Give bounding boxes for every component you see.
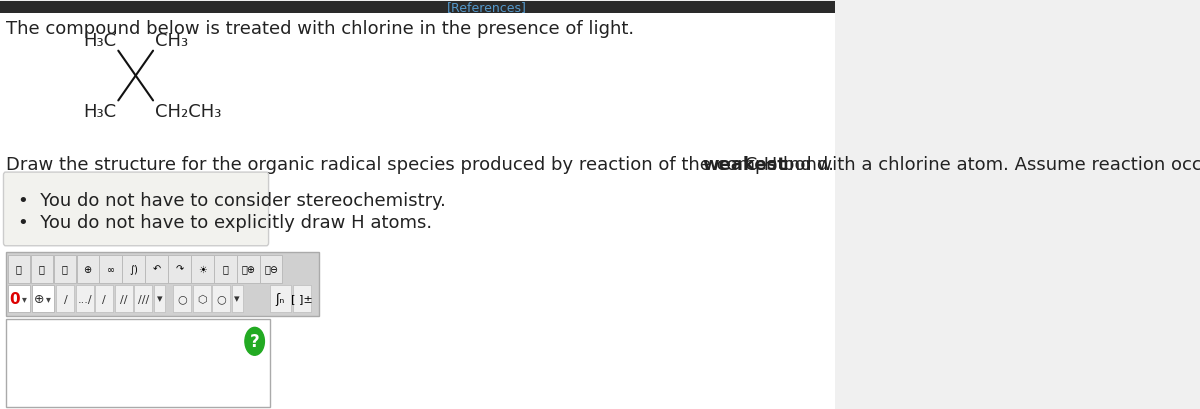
Bar xyxy=(54,255,76,283)
Text: H₃C: H₃C xyxy=(83,103,116,121)
Text: 0: 0 xyxy=(10,291,20,306)
Text: Draw the structure for the organic radical species produced by reaction of the c: Draw the structure for the organic radic… xyxy=(6,156,1200,174)
Bar xyxy=(134,285,152,312)
Text: weakest: weakest xyxy=(702,156,786,174)
Bar xyxy=(95,285,114,312)
Text: ☀: ☀ xyxy=(198,264,206,274)
Text: /: / xyxy=(64,294,67,304)
Bar xyxy=(260,255,282,283)
Bar xyxy=(154,285,164,312)
Bar xyxy=(6,252,319,317)
Bar xyxy=(32,285,54,312)
Bar xyxy=(100,255,121,283)
Bar xyxy=(173,285,191,312)
Bar xyxy=(6,319,270,407)
Text: ○: ○ xyxy=(178,294,187,304)
Text: H₃C: H₃C xyxy=(83,31,116,49)
Text: CH₂CH₃: CH₂CH₃ xyxy=(155,103,222,121)
Text: ↷: ↷ xyxy=(175,264,184,274)
Text: ///: /// xyxy=(138,294,149,304)
Bar xyxy=(293,285,311,312)
Text: 🗑: 🗑 xyxy=(61,264,67,274)
Text: ▾: ▾ xyxy=(156,294,162,304)
Text: ʃₙ: ʃₙ xyxy=(276,292,286,305)
Circle shape xyxy=(245,328,264,355)
Text: ∞: ∞ xyxy=(107,264,115,274)
Text: ∫): ∫) xyxy=(130,264,138,274)
Bar xyxy=(238,255,259,283)
Text: [ ]±: [ ]± xyxy=(292,294,313,304)
Bar xyxy=(56,285,74,312)
Text: [References]: [References] xyxy=(448,1,527,14)
Bar xyxy=(31,255,53,283)
Text: ○: ○ xyxy=(216,294,226,304)
Bar xyxy=(115,285,133,312)
Text: 📋: 📋 xyxy=(222,264,228,274)
Bar xyxy=(122,255,145,283)
Text: CH₃: CH₃ xyxy=(155,31,188,49)
Text: ⊕: ⊕ xyxy=(84,264,91,274)
Bar xyxy=(215,255,236,283)
FancyBboxPatch shape xyxy=(4,173,269,246)
Bar xyxy=(7,285,30,312)
Text: ⬡: ⬡ xyxy=(197,294,206,304)
Bar xyxy=(191,255,214,283)
Bar xyxy=(76,285,94,312)
Text: /: / xyxy=(102,294,107,304)
Bar xyxy=(168,255,191,283)
Bar xyxy=(193,285,211,312)
Text: ▾: ▾ xyxy=(234,294,240,304)
Bar xyxy=(7,255,30,283)
Bar xyxy=(212,285,230,312)
Text: ⊕: ⊕ xyxy=(34,292,44,305)
Text: ▾: ▾ xyxy=(22,294,26,304)
Text: 🔍⊕: 🔍⊕ xyxy=(241,264,256,274)
Text: 🔍⊖: 🔍⊖ xyxy=(264,264,278,274)
Text: .../: .../ xyxy=(78,294,92,304)
Bar xyxy=(270,285,290,312)
Bar xyxy=(232,285,242,312)
Text: ?: ? xyxy=(250,333,259,351)
Text: The compound below is treated with chlorine in the presence of light.: The compound below is treated with chlor… xyxy=(6,20,634,38)
Text: ↶: ↶ xyxy=(152,264,161,274)
Text: 🧴: 🧴 xyxy=(38,264,44,274)
Text: •  You do not have to consider stereochemistry.: • You do not have to consider stereochem… xyxy=(18,191,446,209)
Text: //: // xyxy=(120,294,127,304)
Text: ▾: ▾ xyxy=(47,294,52,304)
Text: ✋: ✋ xyxy=(16,264,22,274)
Text: •  You do not have to explicitly draw H atoms.: • You do not have to explicitly draw H a… xyxy=(18,213,432,231)
Text: C-H bond.: C-H bond. xyxy=(738,156,834,174)
Bar xyxy=(77,255,98,283)
Bar xyxy=(0,2,835,14)
Bar xyxy=(145,255,168,283)
